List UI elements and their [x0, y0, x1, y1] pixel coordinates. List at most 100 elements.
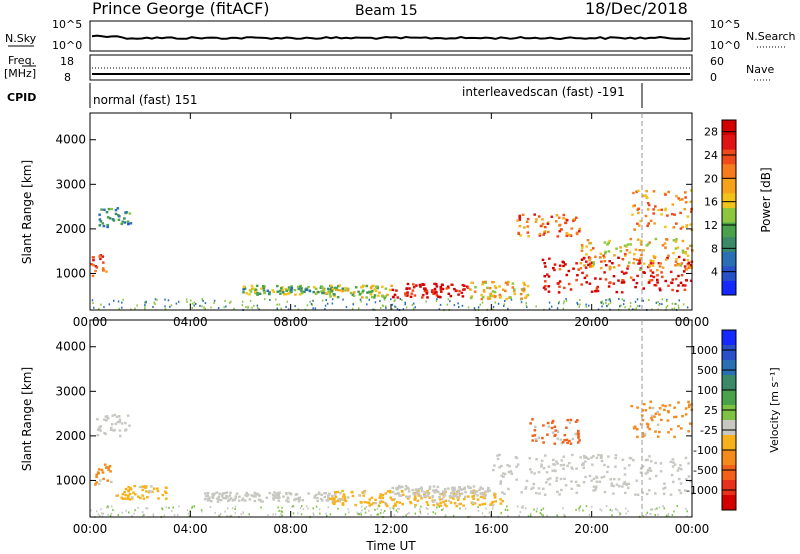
heatmap-cell	[679, 211, 682, 215]
heatmap-cell	[419, 495, 422, 498]
heatmap-cell	[107, 505, 109, 508]
heatmap-cell	[275, 298, 277, 301]
heatmap-cell	[366, 291, 369, 294]
heatmap-cell	[110, 426, 113, 430]
heatmap-cell	[377, 513, 380, 516]
heatmap-cell	[186, 509, 189, 512]
heatmap-cell	[219, 499, 223, 502]
heatmap-cell	[224, 491, 227, 495]
heatmap-cell	[218, 492, 221, 496]
heatmap-cell	[459, 502, 462, 506]
heatmap-cell	[218, 514, 221, 517]
heatmap-cell	[116, 207, 120, 210]
heatmap-cell	[525, 507, 527, 510]
heatmap-cell	[129, 222, 133, 225]
colorbar-tick-label: -1000	[686, 484, 718, 497]
heatmap-cell	[123, 221, 127, 224]
heatmap-cell	[557, 291, 561, 294]
heatmap-cell	[382, 511, 385, 514]
heatmap-cell	[557, 302, 560, 305]
heatmap-cell	[111, 414, 115, 417]
heatmap-cell	[677, 425, 680, 428]
heatmap-cell	[317, 492, 321, 496]
heatmap-cell	[319, 497, 323, 501]
heatmap-cell	[402, 308, 405, 311]
heatmap-cell	[503, 472, 507, 476]
heatmap-cell	[281, 289, 284, 292]
heatmap-cell	[600, 509, 603, 512]
heatmap-cell	[169, 305, 171, 308]
heatmap-cell	[285, 305, 287, 308]
heatmap-cell	[425, 507, 428, 510]
heatmap-cell	[618, 298, 620, 300]
heatmap-cell	[404, 485, 408, 488]
heatmap-cell	[472, 501, 475, 504]
freq-unit: [MHz]	[4, 67, 36, 80]
heatmap-cell	[562, 455, 566, 458]
heatmap-cell	[451, 488, 454, 491]
heatmap-cell	[342, 493, 346, 496]
heatmap-cell	[105, 211, 109, 214]
heatmap-cell	[620, 304, 622, 307]
heatmap-cell	[439, 285, 443, 289]
heatmap-cell	[338, 289, 342, 292]
heatmap-cell	[297, 512, 299, 515]
colorbar-segment	[722, 178, 736, 194]
heatmap-cell	[444, 514, 447, 517]
heatmap-cell	[652, 190, 656, 193]
heatmap-cell	[643, 432, 647, 436]
heatmap-cell	[311, 304, 313, 306]
heatmap-cell	[300, 291, 304, 295]
heatmap-cell	[392, 296, 395, 299]
heatmap-cell	[556, 490, 559, 494]
heatmap-cell	[383, 296, 386, 299]
x-tick-label: 08:00	[273, 522, 308, 536]
heatmap-cell	[121, 306, 123, 309]
heatmap-cell	[547, 465, 551, 468]
heatmap-cell	[577, 436, 580, 439]
heatmap-cell	[627, 261, 631, 264]
heatmap-cell	[533, 472, 536, 475]
heatmap-cell	[619, 305, 621, 308]
heatmap-cell	[639, 257, 642, 260]
heatmap-cell	[644, 214, 648, 218]
heatmap-cell	[256, 304, 259, 307]
heatmap-cell	[209, 506, 212, 508]
heatmap-cell	[657, 262, 661, 265]
heatmap-cell	[644, 194, 647, 197]
heatmap-cell	[107, 468, 110, 472]
heatmap-cell	[559, 228, 563, 231]
heatmap-cell	[577, 434, 580, 437]
heatmap-cell	[111, 505, 113, 508]
heatmap-cell	[675, 302, 677, 305]
heatmap-cell	[370, 295, 374, 299]
heatmap-cell	[675, 195, 678, 198]
heatmap-cell	[492, 468, 495, 472]
heatmap-cell	[594, 255, 597, 258]
heatmap-cell	[477, 509, 480, 512]
heatmap-cell	[674, 277, 678, 281]
heatmap-cell	[638, 262, 642, 265]
date-label: 18/Dec/2018	[585, 0, 688, 18]
heatmap-cell	[392, 498, 395, 502]
heatmap-cell	[566, 418, 569, 422]
heatmap-cell	[540, 513, 543, 516]
heatmap-cell	[652, 275, 656, 279]
heatmap-cell	[329, 288, 333, 291]
heatmap-cell	[345, 306, 348, 309]
heatmap-cell	[447, 286, 450, 290]
heatmap-cell	[398, 501, 402, 504]
heatmap-cell	[289, 290, 292, 293]
heatmap-cell	[654, 461, 657, 465]
heatmap-cell	[394, 305, 396, 308]
heatmap-cell	[474, 286, 477, 289]
heatmap-cell	[673, 510, 675, 513]
heatmap-cell	[202, 299, 204, 302]
heatmap-cell	[294, 305, 296, 308]
heatmap-cell	[640, 239, 643, 242]
heatmap-cell	[550, 305, 553, 308]
heatmap-cell	[494, 500, 497, 503]
heatmap-cell	[203, 498, 207, 501]
heatmap-cell	[688, 404, 691, 407]
heatmap-cell	[152, 514, 155, 517]
